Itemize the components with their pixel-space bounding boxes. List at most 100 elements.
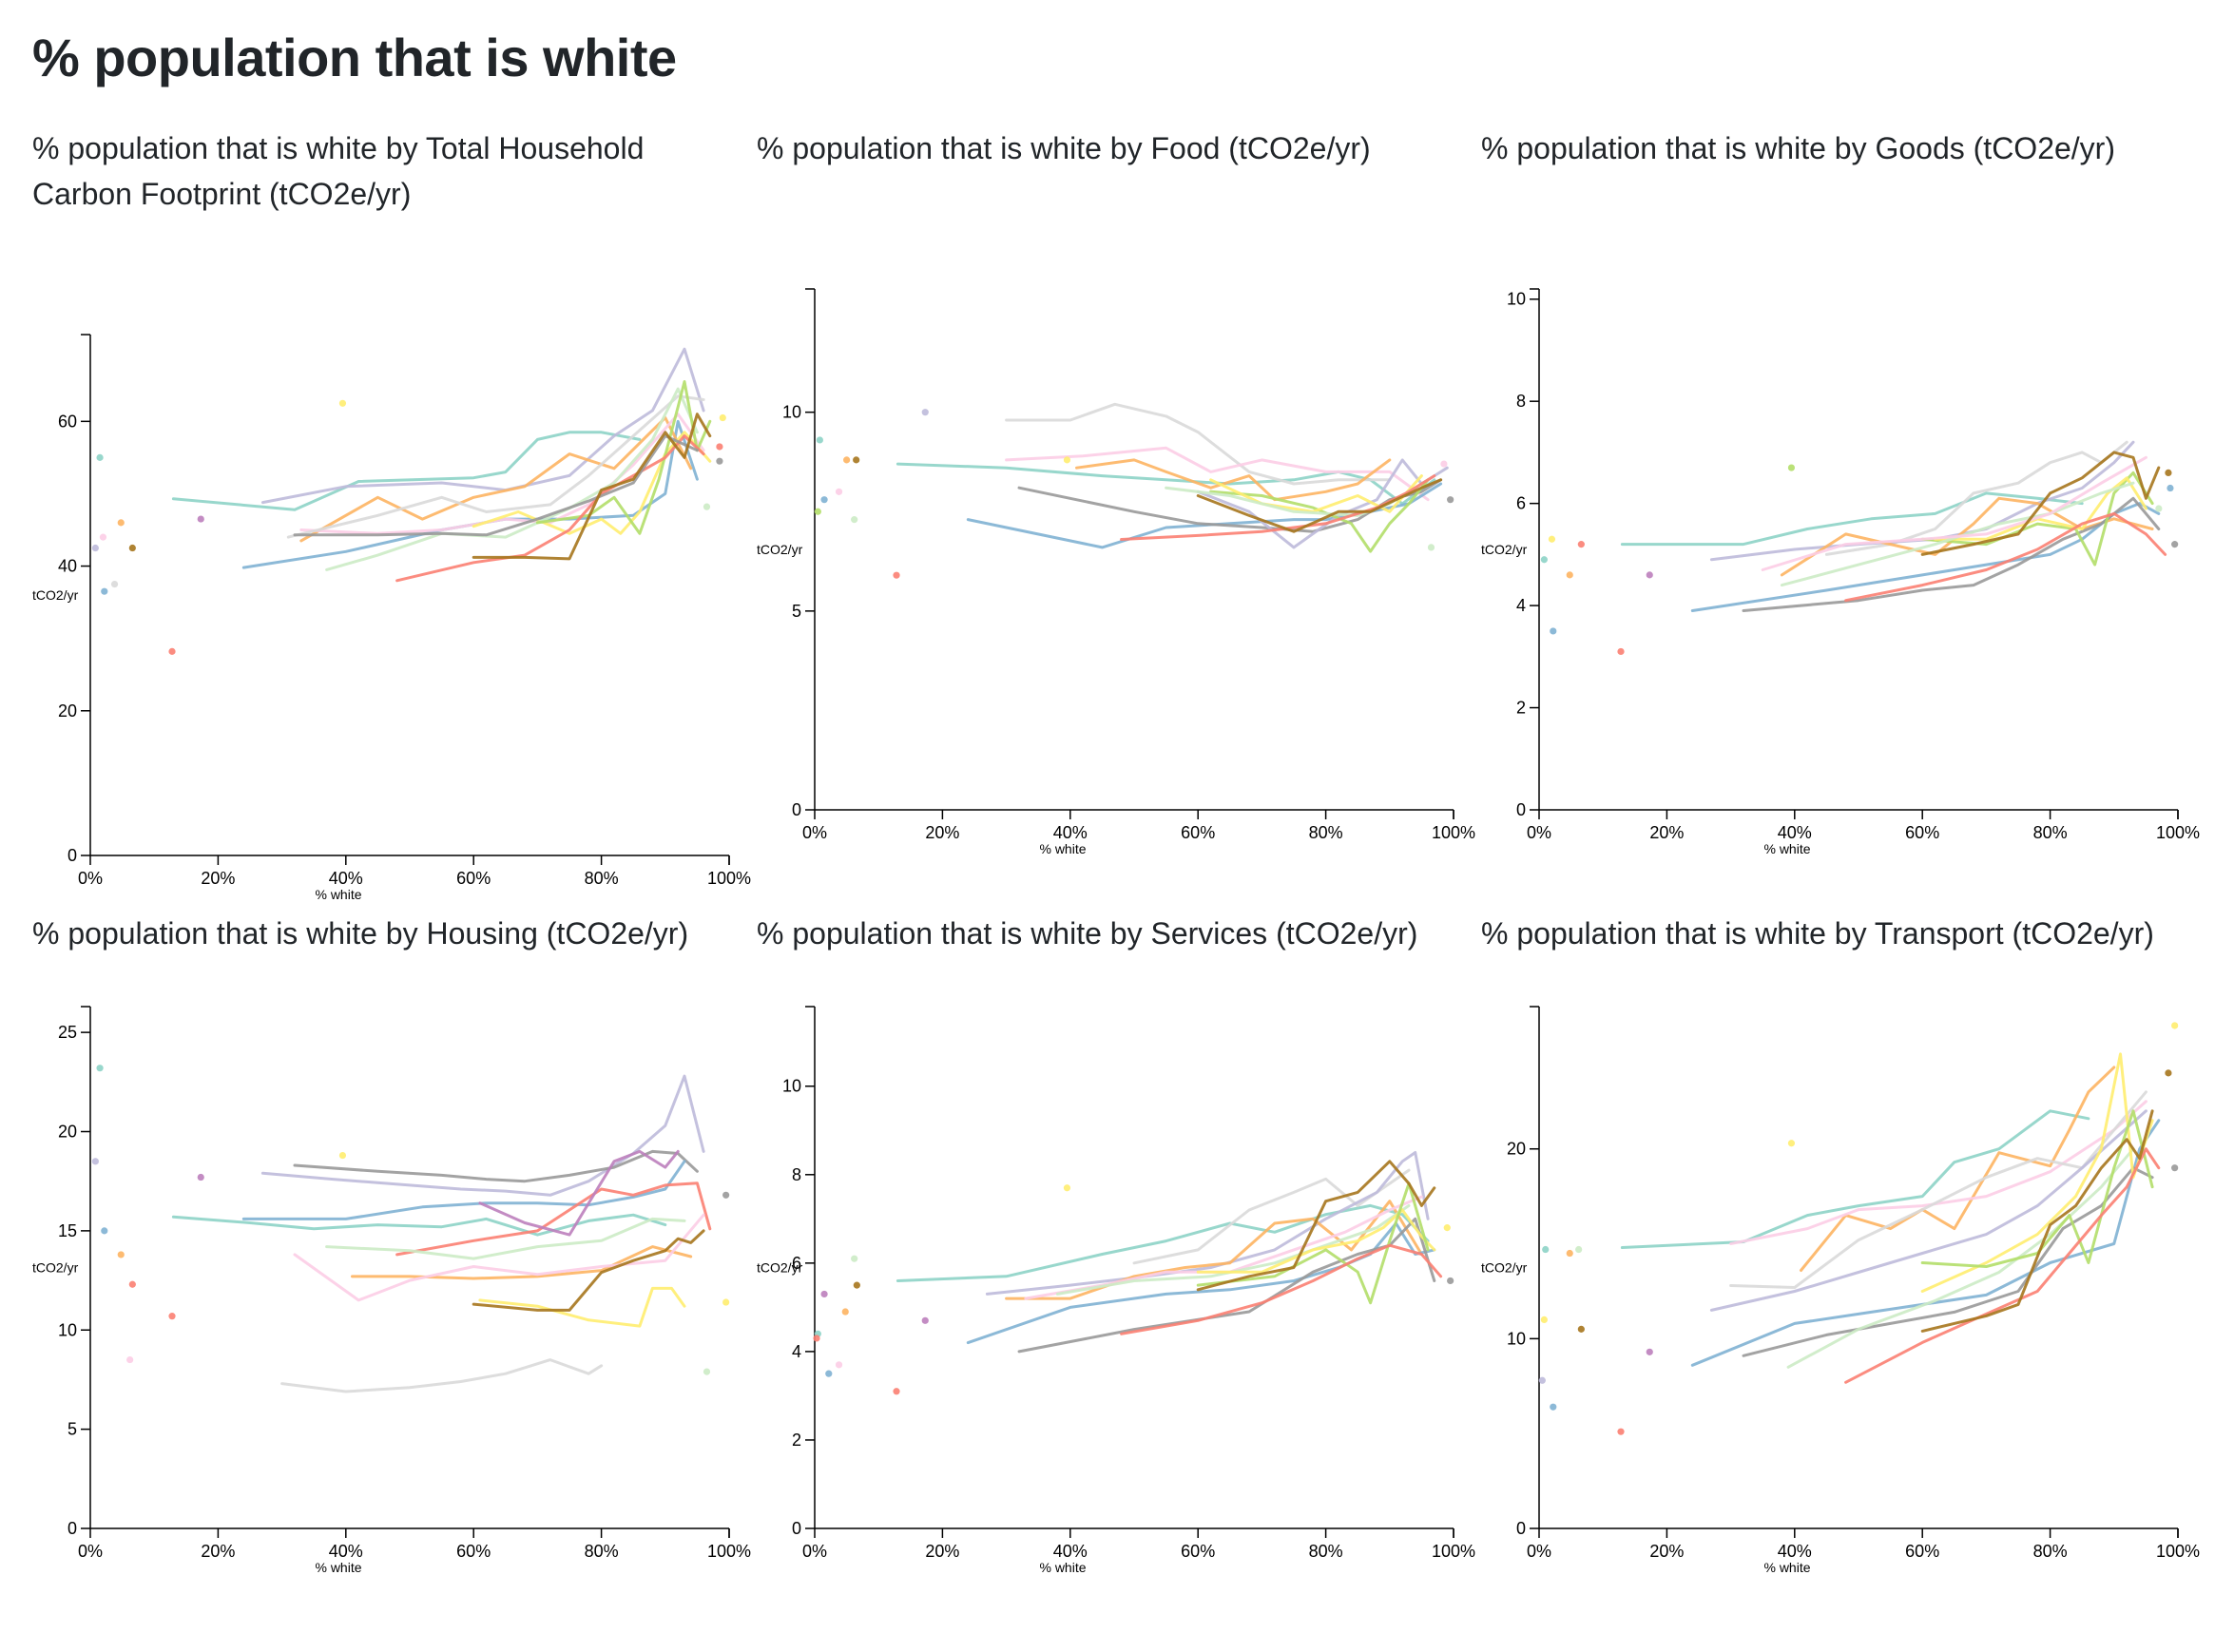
- data-point: [91, 1158, 99, 1165]
- data-point: [853, 1281, 860, 1289]
- data-point: [719, 413, 726, 422]
- series-line: [395, 1181, 712, 1257]
- data-point: [851, 516, 858, 524]
- data-point: [703, 503, 711, 510]
- data-point: [128, 544, 136, 552]
- data-point: [1540, 1316, 1548, 1323]
- data-point: [1617, 647, 1625, 656]
- x-tick-label: 20%: [925, 1542, 959, 1561]
- chart-title: % population that is white by Transport …: [1481, 916, 2154, 951]
- x-tick-label: 0%: [1527, 1542, 1551, 1561]
- series-line: [299, 416, 693, 543]
- data-point: [1617, 1428, 1625, 1435]
- y-axis-label: tCO2/yr: [757, 1260, 803, 1276]
- data-point: [96, 1065, 104, 1072]
- y-tick-label: 10: [1507, 1329, 1526, 1348]
- y-tick-label: 25: [58, 1023, 77, 1042]
- y-tick-label: 0: [1516, 800, 1526, 819]
- data-point: [101, 587, 108, 595]
- x-axis-label: % white: [315, 1560, 361, 1575]
- data-point: [1575, 1245, 1583, 1254]
- series-line: [1196, 1181, 1430, 1305]
- x-axis-label: % white: [1763, 841, 1810, 856]
- chart-panel-housing: % population that is white by Housing (t…: [32, 911, 755, 1652]
- series-line: [1075, 458, 1392, 502]
- data-point: [338, 399, 347, 407]
- x-tick-label: 60%: [1905, 1542, 1939, 1561]
- y-tick-label: 6: [792, 1254, 801, 1273]
- x-tick-label: 80%: [2033, 823, 2068, 842]
- data-point: [813, 1335, 820, 1342]
- x-tick-label: 20%: [201, 869, 235, 888]
- data-point: [825, 1370, 833, 1377]
- y-tick-label: 20: [1507, 1140, 1526, 1159]
- data-point: [168, 1313, 176, 1320]
- data-point: [2171, 541, 2179, 548]
- x-tick-label: 80%: [1309, 1542, 1343, 1561]
- chart-panel-total: % population that is white by Total Hous…: [32, 125, 755, 902]
- chart-panel-services: % population that is white by Services (…: [757, 911, 1479, 1652]
- x-tick-label: 40%: [329, 1542, 363, 1561]
- series-line: [1196, 478, 1443, 533]
- x-tick-label: 0%: [802, 1542, 827, 1561]
- data-point: [921, 1316, 929, 1324]
- series-line: [260, 347, 705, 505]
- y-axis-label: tCO2/yr: [1481, 542, 1528, 557]
- y-tick-label: 40: [58, 557, 77, 576]
- chart-title: % population that is white by Total Hous…: [32, 131, 645, 211]
- series-line: [478, 1149, 680, 1237]
- x-tick-label: 100%: [707, 1542, 751, 1561]
- series-line: [1729, 1090, 2148, 1289]
- chart-svg: 0 10 20 0% 20% 40% 60% 80% 100% % white tCO2/yr: [1481, 1006, 2200, 1575]
- data-point: [1566, 1249, 1573, 1258]
- data-point: [921, 409, 929, 416]
- x-axis-label: % white: [1039, 1560, 1086, 1575]
- data-point: [91, 544, 99, 552]
- x-tick-label: 20%: [1649, 1542, 1684, 1561]
- chart-title: % population that is white by Housing (t…: [32, 916, 689, 951]
- x-axis-label: % white: [1763, 1560, 1810, 1575]
- series-line: [472, 413, 712, 561]
- series-line: [1690, 1119, 2161, 1367]
- x-tick-label: 80%: [1309, 823, 1343, 842]
- y-tick-label: 20: [58, 1123, 77, 1142]
- data-point: [1787, 1140, 1796, 1147]
- y-tick-label: 10: [782, 403, 801, 422]
- x-tick-label: 100%: [1432, 1542, 1475, 1561]
- series-line: [1920, 1109, 2154, 1333]
- series-line: [1780, 481, 2135, 587]
- y-tick-label: 2: [1516, 699, 1526, 718]
- data-point: [2155, 505, 2163, 512]
- data-point: [1646, 1348, 1653, 1355]
- data-point: [197, 515, 204, 523]
- series-line: [1055, 1203, 1411, 1296]
- y-tick-label: 2: [792, 1431, 801, 1450]
- x-tick-label: 60%: [456, 1542, 491, 1561]
- series-line: [896, 462, 1436, 506]
- x-tick-label: 100%: [2156, 823, 2200, 842]
- series-line: [1024, 1195, 1423, 1300]
- data-point: [96, 453, 104, 461]
- data-point: [716, 443, 723, 451]
- data-point: [2167, 484, 2174, 492]
- y-axis-label: tCO2/yr: [1481, 1260, 1528, 1276]
- data-point: [1542, 1245, 1550, 1254]
- y-tick-label: 15: [58, 1221, 77, 1240]
- data-point: [1577, 1325, 1585, 1333]
- x-tick-label: 20%: [925, 823, 959, 842]
- chart-panel-goods: % population that is white by Goods (tCO…: [1481, 125, 2204, 867]
- y-tick-label: 0: [1516, 1519, 1526, 1538]
- chart-svg: 0 5 10 15 20 25 0% 20% 40% 60% 80% 100% % white tCO2/…: [32, 1006, 751, 1575]
- x-tick-label: 40%: [1053, 1542, 1088, 1561]
- series-line: [1620, 491, 2084, 547]
- series-line: [1005, 446, 1430, 502]
- x-tick-label: 40%: [1778, 823, 1812, 842]
- data-point: [1063, 456, 1071, 464]
- series-line: [1761, 455, 2148, 571]
- data-point: [722, 1191, 730, 1199]
- data-point: [820, 1290, 828, 1298]
- series-line: [1709, 1109, 2148, 1312]
- y-tick-label: 6: [1516, 494, 1526, 513]
- series-line: [1017, 478, 1443, 533]
